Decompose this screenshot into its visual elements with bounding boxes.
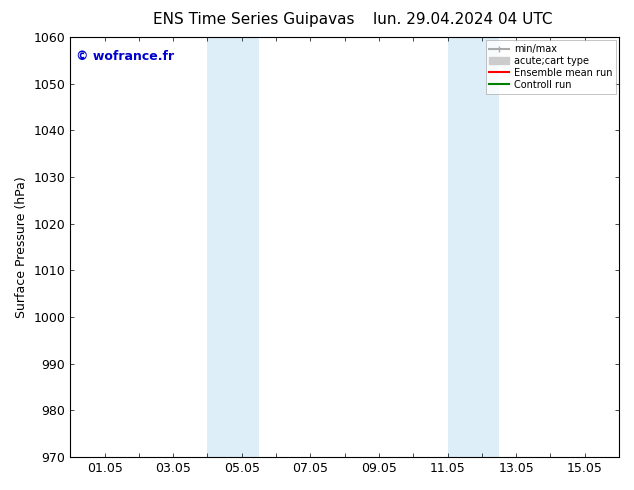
- Bar: [448, 37, 499, 457]
- Text: lun. 29.04.2024 04 UTC: lun. 29.04.2024 04 UTC: [373, 12, 553, 27]
- Text: ENS Time Series Guipavas: ENS Time Series Guipavas: [153, 12, 354, 27]
- Legend: min/max, acute;cart type, Ensemble mean run, Controll run: min/max, acute;cart type, Ensemble mean …: [486, 40, 616, 94]
- Y-axis label: Surface Pressure (hPa): Surface Pressure (hPa): [15, 176, 28, 318]
- Text: © wofrance.fr: © wofrance.fr: [76, 50, 174, 63]
- Bar: [207, 37, 259, 457]
